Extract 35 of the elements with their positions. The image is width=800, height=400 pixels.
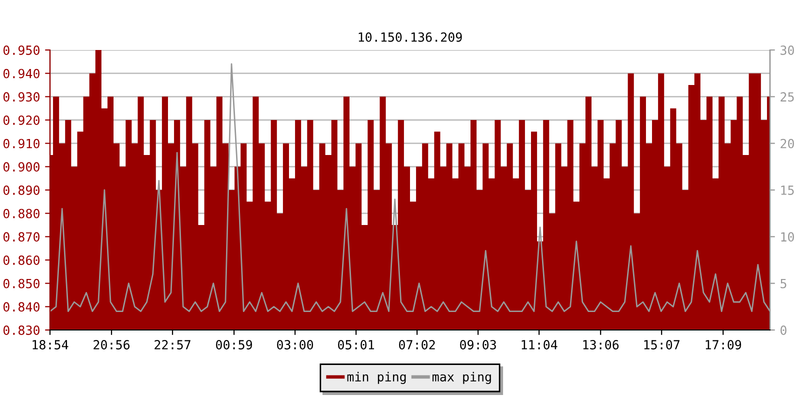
y-tick-label: 0.830 (3, 326, 40, 335)
y2-tick-label: 15 (781, 186, 794, 195)
x-tick-label: 13:06 (583, 340, 619, 350)
x-tick-label: 15:07 (644, 340, 680, 350)
x-tick-label: 09:03 (460, 340, 496, 350)
x-tick-label: 07:02 (399, 340, 435, 350)
y-tick-label: 0.920 (3, 116, 40, 125)
y2-tick-label: 10 (781, 232, 794, 242)
y-tick-label: 0.940 (3, 68, 40, 78)
y2-tick-label: 30 (780, 46, 794, 55)
x-tick-label: 18:54 (32, 340, 68, 350)
chart-title: 10.150.136.209 (358, 32, 462, 42)
legend-label: min ping (347, 372, 406, 384)
y2-tick-label: 20 (780, 138, 794, 148)
y2-tick-label: 25 (780, 92, 794, 102)
y-tick-label: 0.850 (3, 278, 40, 288)
x-tick-label: 17:09 (706, 340, 742, 350)
y-tick-label: 0.910 (3, 138, 40, 148)
y-tick-label: 0.950 (3, 46, 40, 55)
y2-tick-label: 5 (780, 279, 786, 288)
x-tick-label: 20:56 (94, 340, 130, 350)
y-tick-label: 0.930 (3, 92, 40, 102)
y-tick-label: 0.870 (3, 232, 40, 242)
x-tick-label: 22:57 (154, 340, 190, 350)
y-tick-label: 0.890 (3, 186, 40, 195)
x-tick-label: 05:01 (338, 340, 374, 350)
y2-tick-label: 0 (780, 326, 786, 335)
x-tick-label: 03:00 (277, 340, 314, 350)
x-tick-label: 11:04 (522, 340, 558, 350)
legend-label: max ping (432, 372, 491, 384)
y-tick-label: 0.860 (3, 256, 40, 265)
x-tick-label: 00:59 (216, 340, 252, 350)
y-tick-label: 0.880 (3, 208, 40, 218)
y-tick-label: 0.840 (3, 302, 40, 312)
y-tick-label: 0.900 (3, 162, 40, 172)
